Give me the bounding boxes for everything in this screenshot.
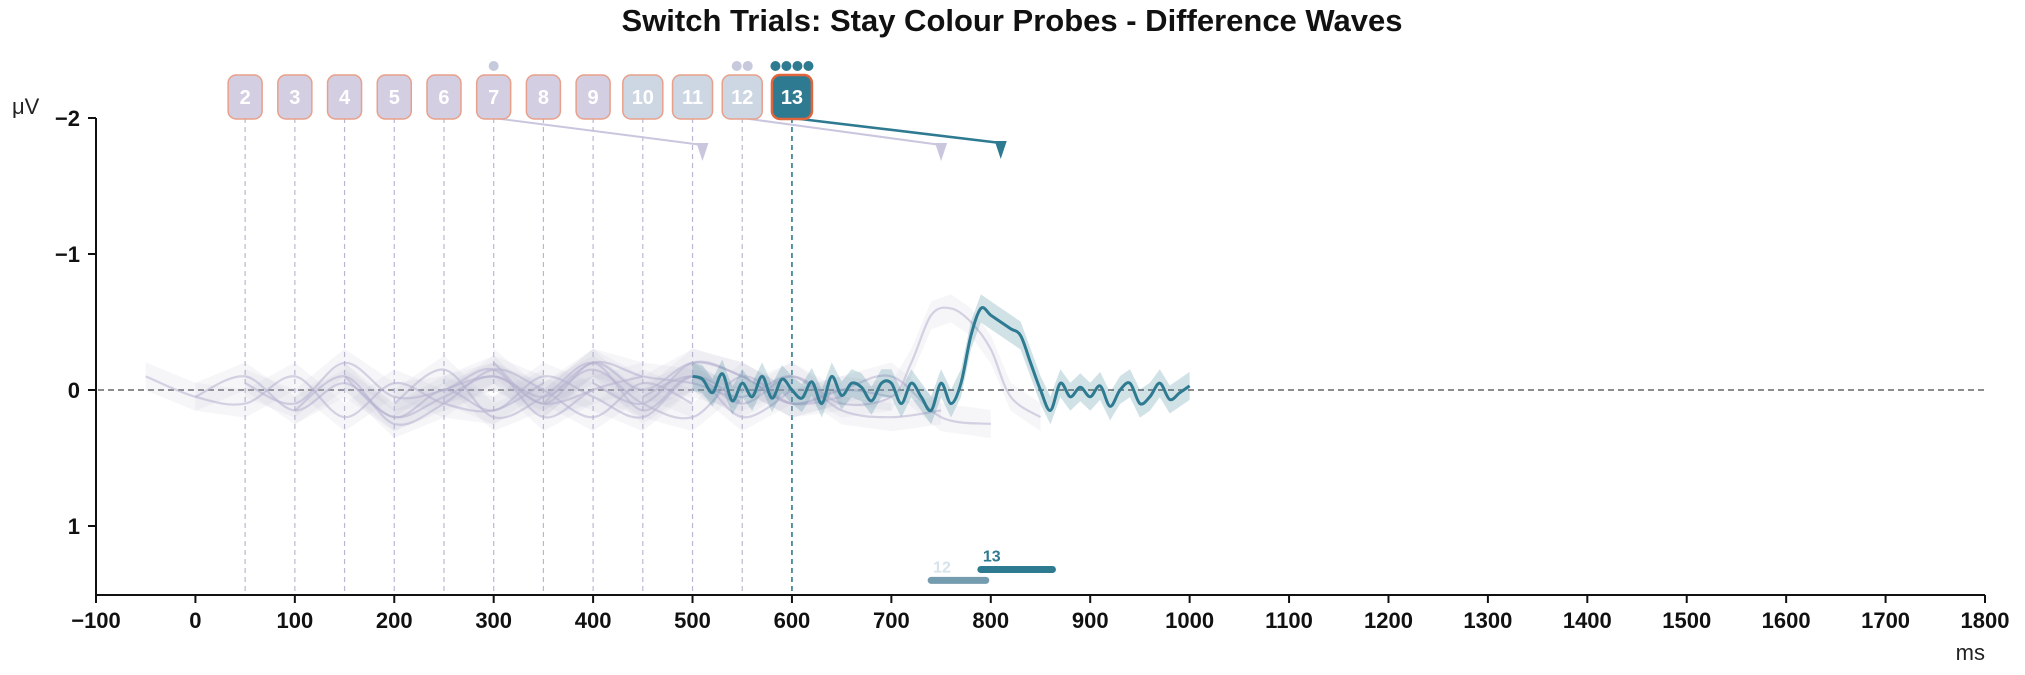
x-tick-label-12: 1100 (1265, 608, 1313, 633)
chart-title: Switch Trials: Stay Colour Probes - Diff… (622, 3, 1403, 38)
badge-dot-12-1 (742, 61, 753, 71)
series-line-7 (393, 361, 793, 420)
y-tick-label-3: 1 (68, 514, 80, 539)
x-tick-label-18: 1700 (1861, 608, 1910, 633)
badge-8 (525, 74, 562, 120)
x-tick-label-10: 900 (1072, 608, 1109, 633)
x-tick-label-7: 600 (774, 608, 811, 633)
badge-dot-13-0 (770, 61, 781, 71)
series-line-4 (244, 361, 644, 419)
x-tick-label-17: 1600 (1762, 608, 1811, 633)
badge-dot-7-0 (488, 61, 499, 71)
significance-label-12: 12 (933, 559, 951, 576)
badge-dot-13-2 (792, 61, 803, 71)
peak-arrow-line-0 (493, 117, 703, 146)
series-line-2 (145, 375, 544, 419)
badge-dot-13-1 (781, 61, 792, 71)
x-tick-label-9: 800 (972, 608, 1009, 633)
y-tick-label-2: 0 (68, 378, 80, 403)
peak-arrow-head-2 (994, 141, 1007, 159)
y-tick-label-1: −1 (55, 242, 80, 267)
peak-arrow-line-2 (791, 116, 1001, 145)
series-line-10 (542, 360, 942, 419)
x-tick-label-8: 700 (873, 608, 910, 633)
badge-6 (426, 74, 462, 120)
x-tick-label-2: 100 (276, 608, 313, 633)
badge-10 (622, 74, 664, 120)
badge-4 (326, 74, 363, 120)
series-line-13 (692, 306, 1191, 413)
x-axis-unit: ms (1956, 640, 1985, 665)
badge-dot-13-3 (803, 61, 814, 71)
badge-label-2: 2 (240, 87, 251, 109)
x-tick-label-13: 1200 (1364, 608, 1413, 633)
series-band-9 (493, 348, 892, 418)
badge-12 (721, 74, 763, 120)
x-tick-label-6: 500 (674, 608, 711, 633)
badge-7 (475, 74, 512, 120)
series-band-2 (145, 362, 544, 432)
badge-label-7: 7 (488, 87, 499, 109)
badge-label-4: 4 (339, 87, 351, 109)
badge-label-11: 11 (682, 87, 703, 109)
x-tick-label-5: 400 (575, 608, 612, 633)
badge-2 (227, 74, 263, 120)
series-band-11 (593, 348, 991, 438)
x-tick-label-14: 1300 (1463, 608, 1512, 633)
badge-9 (575, 74, 611, 120)
badge-dot-12-0 (731, 61, 742, 71)
badge-label-10: 10 (632, 87, 654, 109)
y-axis-unit: μV (12, 94, 40, 119)
series-band-3 (195, 362, 594, 432)
badge-label-5: 5 (389, 87, 400, 109)
series-band-8 (443, 355, 842, 432)
x-tick-label-3: 200 (376, 608, 413, 633)
x-tick-label-11: 1000 (1165, 608, 1214, 633)
series-line-6 (343, 375, 743, 419)
significance-label-13: 13 (983, 549, 1001, 566)
peak-arrow-head-0 (696, 143, 709, 161)
badge-label-13: 13 (781, 87, 803, 109)
badge-5 (376, 74, 413, 120)
x-tick-label-0: −100 (71, 608, 121, 633)
x-tick-label-1: 0 (189, 608, 201, 633)
badge-label-3: 3 (289, 87, 300, 109)
x-tick-label-15: 1400 (1563, 608, 1612, 633)
badge-3 (277, 74, 313, 120)
peak-arrow-head-1 (935, 143, 948, 161)
badge-label-9: 9 (588, 87, 599, 109)
peak-arrow-line-1 (742, 117, 942, 146)
badge-label-8: 8 (538, 87, 549, 109)
x-tick-label-16: 1500 (1662, 608, 1711, 633)
badge-label-12: 12 (731, 87, 753, 109)
badge-label-6: 6 (438, 87, 449, 109)
y-tick-label-0: −2 (55, 106, 80, 131)
plot-area: 2 3 4 5 6 7 8 9 10 11 12 13 12 13 −2 −1 0 1 −100 0 100 200 300… (55, 61, 2010, 633)
x-tick-label-19: 1800 (1961, 608, 2010, 633)
x-tick-label-4: 300 (475, 608, 512, 633)
badge-11 (671, 74, 714, 120)
badge-13 (770, 73, 814, 121)
series-band-6 (344, 362, 743, 432)
